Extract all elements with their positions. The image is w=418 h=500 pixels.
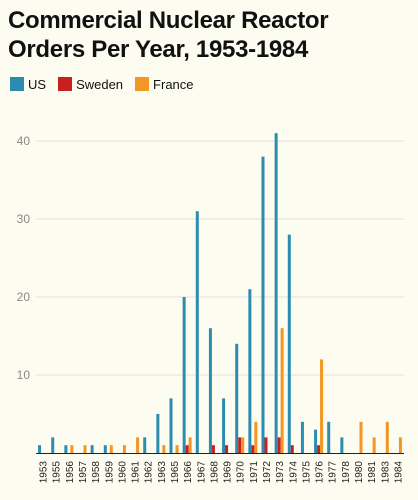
bar-us-1974	[287, 234, 291, 453]
x-tick-label-1963: 1963	[157, 461, 168, 484]
x-tick-label-1970: 1970	[236, 461, 247, 484]
x-tick-label-1978: 1978	[341, 461, 352, 484]
legend-swatch-france	[135, 77, 150, 91]
x-tick-label-1966: 1966	[183, 461, 194, 484]
x-tick-label-1959: 1959	[104, 461, 115, 484]
bar-us-1966	[182, 297, 186, 453]
bar-us-1970	[235, 343, 239, 453]
bar-us-1962	[143, 437, 147, 453]
bar-us-1978	[340, 437, 344, 453]
bar-france-1963	[162, 445, 166, 453]
bar-sweden-1969	[225, 445, 229, 453]
x-tick-label-1976: 1976	[315, 461, 326, 484]
x-tick-label-1969: 1969	[223, 461, 234, 484]
bar-france-1956	[70, 445, 74, 453]
x-tick-label-1983: 1983	[380, 461, 391, 484]
x-tick-label-1968: 1968	[209, 461, 220, 484]
bar-sweden-1971	[251, 445, 255, 453]
bar-us-1971	[248, 289, 252, 453]
bar-france-1971	[254, 421, 258, 453]
x-tick-label-1971: 1971	[249, 461, 260, 484]
bar-us-1959	[103, 445, 107, 453]
bar-france-1981	[372, 437, 376, 453]
bar-sweden-1976	[317, 445, 321, 453]
legend-item-us: US	[10, 77, 46, 92]
bar-france-1966	[188, 437, 192, 453]
y-tick-label-30: 30	[17, 212, 31, 226]
bar-france-1959	[109, 445, 113, 453]
bar-us-1975	[300, 421, 304, 453]
bar-us-1965	[169, 398, 173, 453]
bar-us-1958	[90, 445, 94, 453]
y-tick-label-40: 40	[17, 134, 31, 148]
x-tick-label-1957: 1957	[78, 461, 89, 484]
bar-us-1973	[274, 133, 278, 453]
x-tick-label-1975: 1975	[301, 461, 312, 484]
bar-sweden-1968	[211, 445, 215, 453]
bar-france-1983	[385, 421, 389, 453]
x-tick-label-1967: 1967	[196, 461, 207, 484]
legend-item-france: France	[135, 76, 194, 92]
x-tick-label-1962: 1962	[144, 461, 155, 484]
x-tick-label-1972: 1972	[262, 461, 273, 484]
bar-france-1980	[359, 421, 363, 453]
bar-sweden-1974	[290, 445, 294, 453]
legend-label-us: US	[28, 76, 47, 92]
bar-france-1960	[122, 445, 126, 453]
bar-us-1956	[64, 445, 68, 453]
bar-france-1961	[136, 437, 140, 453]
x-tick-label-1980: 1980	[354, 461, 365, 484]
x-tick-label-1955: 1955	[52, 461, 63, 484]
bar-us-1953	[38, 445, 42, 453]
x-tick-label-1960: 1960	[117, 461, 128, 484]
legend-swatch-sweden	[58, 77, 73, 91]
x-tick-label-1981: 1981	[367, 461, 378, 484]
bar-us-1977	[327, 421, 331, 453]
x-tick-label-1961: 1961	[131, 461, 142, 484]
bar-france-1976	[320, 359, 324, 453]
chart-title: Commercial Nuclear Reactor Orders Per Ye…	[8, 7, 329, 63]
legend-item-sweden: Sweden	[58, 77, 123, 92]
bar-sweden-1972	[264, 437, 268, 453]
bar-france-1965	[175, 445, 179, 453]
bar-france-1957	[83, 445, 87, 453]
x-tick-label-1973: 1973	[275, 461, 286, 484]
legend-label-sweden: Sweden	[76, 76, 124, 92]
bar-france-1984	[398, 437, 402, 453]
bar-us-1967	[195, 211, 199, 453]
bar-us-1968	[208, 328, 212, 453]
y-tick-label-10: 10	[17, 368, 31, 382]
bar-sweden-1966	[185, 445, 189, 453]
x-tick-label-1974: 1974	[288, 461, 299, 484]
bar-us-1972	[261, 156, 265, 453]
y-tick-label-20: 20	[17, 290, 31, 304]
legend-label-france: France	[153, 76, 194, 92]
x-tick-label-1958: 1958	[91, 461, 102, 484]
bar-sweden-1970	[238, 437, 242, 453]
bar-france-1973	[280, 328, 284, 453]
legend: US Sweden France	[10, 75, 206, 93]
x-tick-label-1984: 1984	[393, 461, 404, 484]
bar-sweden-1973	[277, 437, 281, 453]
bar-us-1976	[314, 429, 318, 453]
bar-us-1969	[222, 398, 226, 453]
bar-us-1963	[156, 414, 160, 453]
x-tick-label-1953: 1953	[39, 461, 50, 484]
legend-swatch-us	[10, 77, 24, 91]
bar-france-1970	[241, 437, 245, 453]
x-tick-label-1965: 1965	[170, 461, 181, 484]
x-tick-label-1956: 1956	[65, 461, 76, 484]
bar-us-1955	[51, 437, 55, 453]
x-tick-label-1977: 1977	[328, 461, 339, 484]
